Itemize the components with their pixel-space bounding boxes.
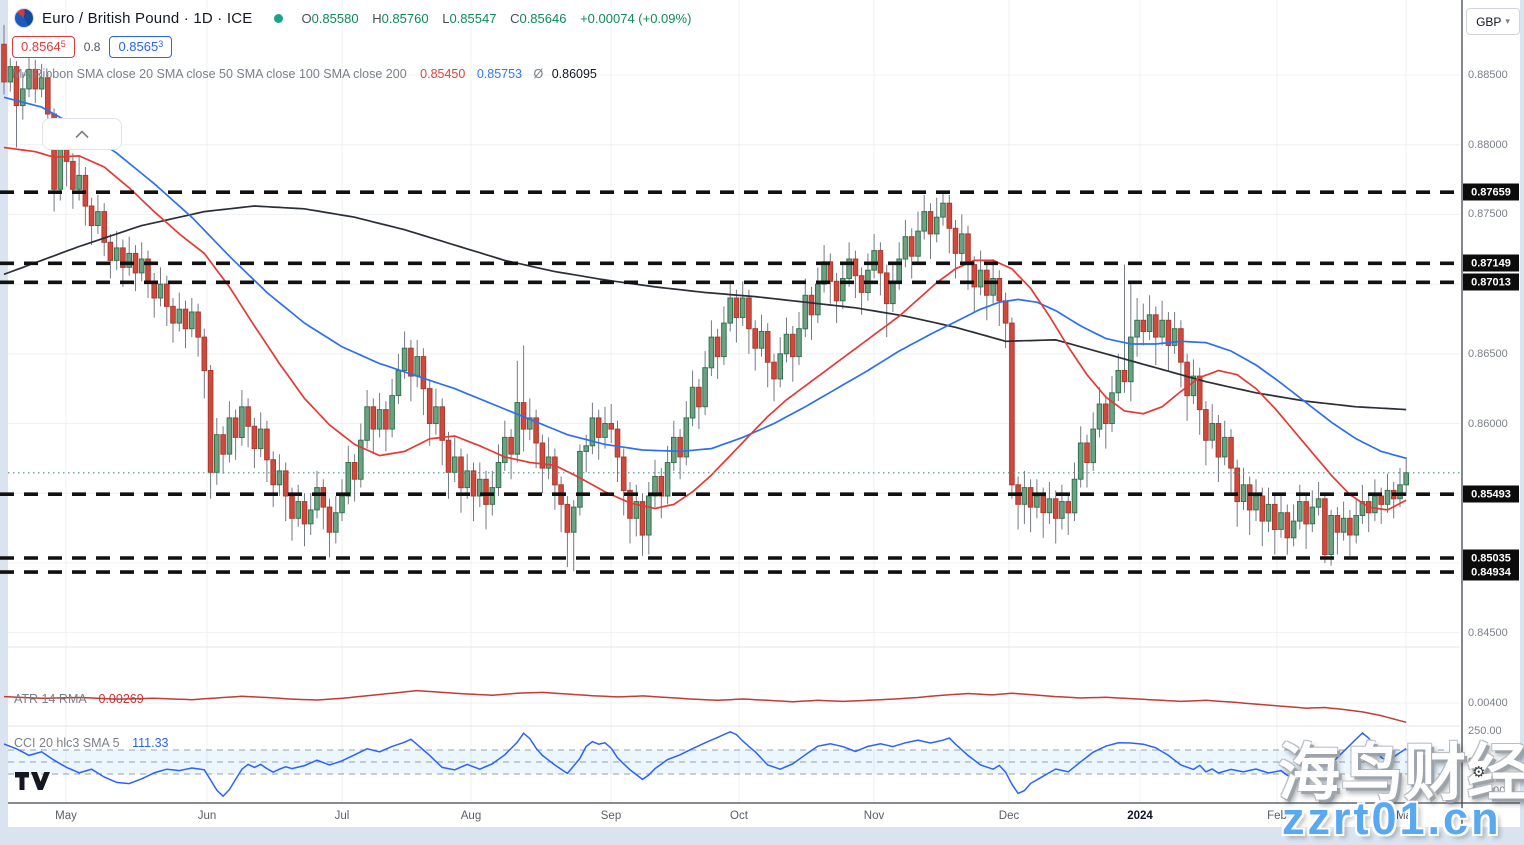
symbol-title[interactable]: Euro / British Pound · 1D · ICE [42,9,253,27]
open-value: 0.85580 [311,10,359,26]
sell-button[interactable]: 0.85645 [12,36,75,58]
currency-selector[interactable]: GBP ▾ [1466,8,1520,35]
cci-axis-label: 250.00 [1468,725,1502,737]
cci-legend[interactable]: CCI 20 hlc3 SMA 5 111.33 [14,736,168,750]
chart-window [8,0,1520,827]
symbol-header: Euro / British Pound · 1D · ICE O0.85580… [14,8,691,28]
time-axis-label-jul: Jul [334,810,350,822]
time-axis-label-feb: Feb [1267,810,1287,822]
atr-value: 0.00269 [98,692,144,706]
level-price-badge: 0.84934 [1463,563,1519,581]
cci-axis-label: -250.00 [1468,785,1506,797]
close-label: C [510,10,520,26]
watermark-site: zzrt01.cn [1282,793,1502,844]
atr-axis-label: 0.00400 [1468,697,1508,709]
level-price-badge: 0.85493 [1463,485,1519,503]
time-axis-label-oct: Oct [730,810,748,822]
chevron-up-icon [75,129,89,138]
time-axis-label-sep: Sep [600,810,622,822]
chevron-down-icon: ▾ [1505,16,1510,26]
price-axis-label: 0.86500 [1468,347,1508,360]
low-label: L [442,10,450,26]
level-price-badge: 0.87013 [1463,273,1519,291]
open-label: O [301,10,312,26]
sma20-value: 0.85450 [420,67,466,81]
price-axis-label: 0.87500 [1468,208,1508,221]
price-axis-label: 0.88500 [1468,69,1508,81]
price-axis-label: 0.88000 [1468,138,1508,151]
low-value: 0.85547 [449,10,497,26]
high-label: H [372,10,382,26]
time-axis-label-nov: Nov [863,810,885,822]
price-axis-label: 0.84500 [1468,626,1508,639]
close-value: 0.85646 [519,10,567,26]
atr-legend[interactable]: ATR 14 RMA 0.00269 [14,692,144,706]
time-axis-label-dec: Dec [998,810,1020,822]
cci-axis-label: 0.00 [1468,756,1490,768]
sma200-value: 0.86095 [551,67,597,81]
high-value: 0.85760 [381,10,429,26]
level-price-badge: 0.87149 [1463,254,1519,272]
symbol-logo-icon [14,8,34,28]
ma-ribbon-legend[interactable]: MA Ribbon SMA close 20 SMA close 50 SMA … [12,67,597,81]
time-axis-label-mar: Mar [1396,810,1416,822]
spread-value: 0.8 [83,40,101,54]
chart-canvas[interactable] [0,0,1524,827]
sma50-value: 0.85753 [476,67,522,81]
pane-settings-gear-icon[interactable]: ⚙ [1472,763,1486,781]
watermark-text: 海鸟财经 [1278,739,1524,808]
level-price-badge: 0.87659 [1463,183,1519,201]
time-axis-label-jun: Jun [197,810,217,822]
ohlc-values: O0.85580 H0.85760 L0.85547 C0.85646 +0.0… [301,11,691,26]
collapse-legend-button[interactable] [42,118,122,150]
buy-button[interactable]: 0.85653 [109,36,173,58]
avg-symbol: Ø [533,67,544,81]
level-price-badge: 0.85035 [1463,549,1519,567]
change-value: +0.00074 (+0.09%) [580,10,692,26]
cci-label: CCI 20 hlc3 SMA 5 [14,736,120,750]
market-status-icon[interactable] [274,13,284,23]
quote-bar: 0.85645 0.8 0.85653 [12,36,173,58]
cci-value: 111.33 [132,736,169,750]
price-axis-label: 0.86000 [1468,417,1508,430]
time-axis-label-may: May [55,810,77,822]
tradingview-logo[interactable] [14,771,50,796]
atr-label: ATR 14 RMA [14,692,87,706]
currency-label: GBP [1476,14,1502,29]
ma-ribbon-label: MA Ribbon SMA close 20 SMA close 50 SMA … [12,67,407,81]
time-axis-label-aug: Aug [460,810,482,822]
time-axis-label-2024: 2024 [1127,810,1153,822]
